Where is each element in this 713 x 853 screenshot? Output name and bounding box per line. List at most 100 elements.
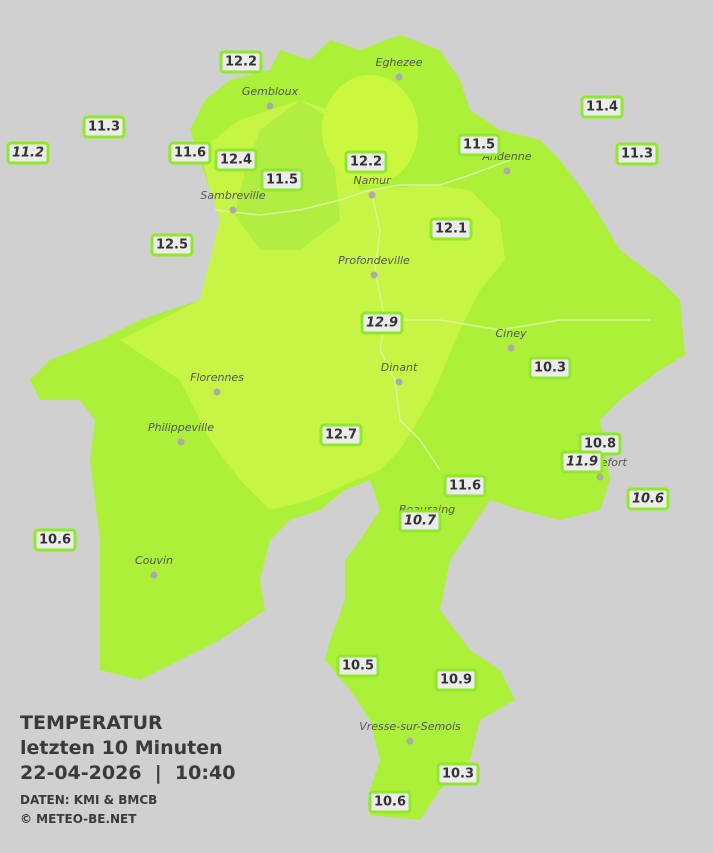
- station-value: 12.5: [156, 238, 188, 253]
- station-value: 12.9: [366, 316, 398, 331]
- station-box: [6, 141, 50, 165]
- station-box: [560, 450, 604, 474]
- station-box: [33, 528, 77, 552]
- station: 12.5: [150, 233, 194, 257]
- station: 10.9: [434, 668, 478, 692]
- station-value: 10.6: [632, 492, 664, 507]
- station-box: [336, 654, 380, 678]
- station-value: 12.7: [325, 428, 357, 443]
- station-box: [434, 668, 478, 692]
- station: 10.3: [436, 762, 480, 786]
- station: 12.4: [214, 148, 258, 172]
- station-box: [615, 142, 659, 166]
- station: 11.4: [580, 95, 624, 119]
- town-dot: [596, 473, 604, 481]
- station-value: 10.6: [39, 533, 71, 548]
- station-box: [168, 141, 212, 165]
- town-label: Eghezee: [376, 56, 423, 69]
- warm-zone: [120, 100, 505, 510]
- station-value: 12.2: [225, 55, 257, 70]
- station: 11.6: [168, 141, 212, 165]
- town-dot: [213, 388, 221, 396]
- station: 10.5: [336, 654, 380, 678]
- station-value: 10.9: [440, 673, 472, 688]
- station: 12.9: [360, 311, 404, 335]
- station-box: [429, 217, 473, 241]
- station-value: 12.4: [220, 153, 252, 168]
- town-dot: [368, 191, 376, 199]
- station: 11.2: [6, 141, 50, 165]
- town-label: Vresse-sur-Semois: [359, 720, 461, 733]
- station: 11.6: [443, 474, 487, 498]
- station-box: [219, 50, 263, 74]
- town-dot: [150, 571, 158, 579]
- station: 10.6: [33, 528, 77, 552]
- title-line: 22-04-2026 | 10:40: [20, 762, 235, 784]
- station-value: 12.1: [435, 222, 467, 237]
- station-box: [443, 474, 487, 498]
- town-dot: [406, 737, 414, 745]
- town-label: Profondeville: [338, 254, 410, 267]
- station: 10.3: [528, 356, 572, 380]
- copyright: © METEO-BE.NET: [20, 812, 137, 826]
- station-box: [398, 509, 442, 533]
- station-value: 11.6: [174, 146, 206, 161]
- station-box: [457, 133, 501, 157]
- station-box: [214, 148, 258, 172]
- station: 10.6: [626, 487, 670, 511]
- station: 11.5: [457, 133, 501, 157]
- town-dot: [266, 102, 274, 110]
- source: DATEN: KMI & BMCB: [20, 793, 157, 807]
- station-value: 11.5: [266, 173, 298, 188]
- station-box: [436, 762, 480, 786]
- station-value: 11.3: [88, 120, 120, 135]
- station-value: 11.4: [586, 100, 618, 115]
- station: 11.3: [615, 142, 659, 166]
- town-label: Ciney: [496, 327, 527, 340]
- station-value: 11.2: [12, 146, 44, 161]
- town-dot: [370, 271, 378, 279]
- station-value: 10.7: [404, 514, 437, 529]
- station-box: [82, 115, 126, 139]
- station: 10.7: [398, 509, 442, 533]
- station-box: [360, 311, 404, 335]
- station: 12.2: [344, 150, 388, 174]
- title-line: letzten 10 Minuten: [20, 737, 223, 759]
- station-value: 11.6: [449, 479, 481, 494]
- town-dot: [395, 73, 403, 81]
- station-value: 10.5: [342, 659, 374, 674]
- town-dot: [229, 206, 237, 214]
- town-dot: [395, 378, 403, 386]
- station: 11.3: [82, 115, 126, 139]
- station-value: 11.9: [566, 455, 598, 470]
- station: 10.6: [368, 790, 412, 814]
- town-label: Couvin: [135, 554, 173, 567]
- station: 12.1: [429, 217, 473, 241]
- town-label: Namur: [353, 174, 392, 187]
- town-dot: [503, 167, 511, 175]
- station: 11.5: [260, 168, 304, 192]
- station: 11.9: [560, 450, 604, 474]
- town-label: Florennes: [190, 371, 244, 384]
- station-value: 11.5: [463, 138, 495, 153]
- station-value: 10.3: [534, 361, 566, 376]
- river: [214, 159, 650, 471]
- station-box: [319, 423, 363, 447]
- station-box: [150, 233, 194, 257]
- title-line: TEMPERATUR: [20, 712, 163, 734]
- station-box: [344, 150, 388, 174]
- station-box: [260, 168, 304, 192]
- station-box: [368, 790, 412, 814]
- station-box: [626, 487, 670, 511]
- town-dot: [507, 344, 515, 352]
- town-label: Sambreville: [200, 189, 265, 202]
- town-dot: [177, 438, 185, 446]
- station-value: 11.3: [621, 147, 653, 162]
- station-box: [580, 95, 624, 119]
- station: 12.7: [319, 423, 363, 447]
- station: 12.2: [219, 50, 263, 74]
- station-value: 12.2: [350, 155, 382, 170]
- station-value: 10.3: [442, 767, 474, 782]
- station-value: 10.6: [374, 795, 406, 810]
